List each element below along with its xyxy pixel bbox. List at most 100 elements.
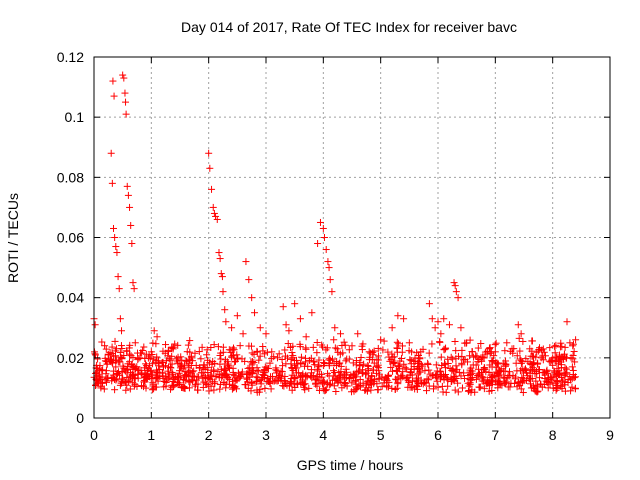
data-point bbox=[337, 362, 345, 370]
data-point bbox=[251, 309, 259, 317]
data-point bbox=[408, 377, 416, 385]
data-point bbox=[348, 342, 356, 350]
data-point bbox=[428, 340, 436, 348]
data-point bbox=[480, 364, 488, 372]
y-tick-label: 0 bbox=[76, 410, 84, 426]
data-point bbox=[94, 355, 102, 363]
data-point bbox=[261, 384, 269, 392]
data-point bbox=[468, 348, 476, 356]
data-point bbox=[387, 363, 395, 371]
data-point bbox=[479, 373, 487, 381]
data-point bbox=[364, 365, 372, 373]
data-point bbox=[350, 374, 358, 382]
data-point bbox=[395, 365, 403, 373]
data-point bbox=[570, 374, 578, 382]
data-point bbox=[408, 348, 416, 356]
data-point bbox=[250, 358, 258, 366]
data-point bbox=[341, 380, 349, 388]
data-point bbox=[253, 347, 261, 355]
data-point bbox=[463, 339, 471, 347]
x-tick-label: 2 bbox=[205, 427, 213, 443]
data-point bbox=[268, 372, 276, 380]
data-point bbox=[168, 383, 176, 391]
data-point bbox=[526, 359, 534, 367]
data-point bbox=[302, 345, 310, 353]
data-point bbox=[219, 288, 227, 296]
data-point bbox=[398, 371, 406, 379]
data-point bbox=[194, 386, 202, 394]
data-point bbox=[393, 344, 401, 352]
data-point bbox=[356, 362, 364, 370]
data-point bbox=[291, 383, 299, 391]
data-point bbox=[557, 373, 565, 381]
data-point bbox=[142, 372, 150, 380]
data-point bbox=[442, 344, 450, 352]
data-point bbox=[253, 364, 261, 372]
data-point bbox=[384, 383, 392, 391]
data-point bbox=[109, 77, 117, 85]
data-point bbox=[451, 386, 459, 394]
data-point bbox=[131, 374, 139, 382]
data-point bbox=[129, 363, 137, 371]
data-point bbox=[417, 348, 425, 356]
data-point bbox=[256, 352, 264, 360]
data-point bbox=[200, 378, 208, 386]
data-point bbox=[460, 369, 468, 377]
data-point bbox=[228, 352, 236, 360]
data-point bbox=[480, 385, 488, 393]
data-point bbox=[131, 339, 139, 347]
x-tick-label: 9 bbox=[606, 427, 614, 443]
y-tick-label: 0.1 bbox=[65, 109, 85, 125]
data-point bbox=[102, 345, 110, 353]
data-point bbox=[491, 341, 499, 349]
data-point bbox=[222, 318, 230, 326]
data-point bbox=[330, 336, 338, 344]
data-point bbox=[99, 366, 107, 374]
data-point bbox=[461, 374, 469, 382]
data-point bbox=[143, 366, 151, 374]
data-point bbox=[96, 362, 104, 370]
data-point bbox=[210, 366, 218, 374]
data-point bbox=[207, 382, 215, 390]
data-point bbox=[299, 381, 307, 389]
data-point bbox=[440, 376, 448, 384]
data-point bbox=[216, 255, 224, 263]
data-point bbox=[159, 358, 167, 366]
data-point bbox=[571, 384, 579, 392]
data-point bbox=[333, 345, 341, 353]
data-point bbox=[415, 351, 423, 359]
data-point bbox=[382, 375, 390, 383]
data-point bbox=[111, 234, 119, 241]
data-point bbox=[127, 352, 135, 360]
data-point bbox=[205, 149, 213, 157]
data-point bbox=[549, 354, 557, 362]
data-point bbox=[384, 371, 392, 379]
data-point bbox=[319, 224, 327, 232]
data-point bbox=[568, 383, 576, 391]
data-point bbox=[330, 382, 338, 390]
data-point bbox=[558, 382, 566, 390]
data-point bbox=[200, 361, 208, 369]
data-point bbox=[569, 342, 577, 350]
data-point bbox=[331, 372, 339, 380]
data-point bbox=[547, 358, 555, 366]
data-point bbox=[501, 347, 509, 355]
data-point bbox=[231, 383, 239, 391]
data-point bbox=[254, 367, 262, 375]
y-axis-label: ROTI / TECUs bbox=[5, 193, 21, 283]
data-point bbox=[164, 352, 172, 360]
data-point bbox=[173, 373, 181, 381]
data-point bbox=[241, 381, 249, 389]
data-point bbox=[314, 361, 322, 369]
data-point bbox=[535, 365, 543, 373]
data-point bbox=[336, 371, 344, 379]
data-point bbox=[212, 212, 220, 220]
data-point bbox=[97, 384, 105, 392]
data-point bbox=[512, 359, 520, 367]
data-point bbox=[223, 370, 231, 378]
data-point bbox=[213, 215, 221, 223]
data-point bbox=[130, 285, 138, 293]
data-point bbox=[291, 300, 299, 308]
data-point bbox=[284, 340, 292, 348]
data-point bbox=[309, 343, 317, 351]
